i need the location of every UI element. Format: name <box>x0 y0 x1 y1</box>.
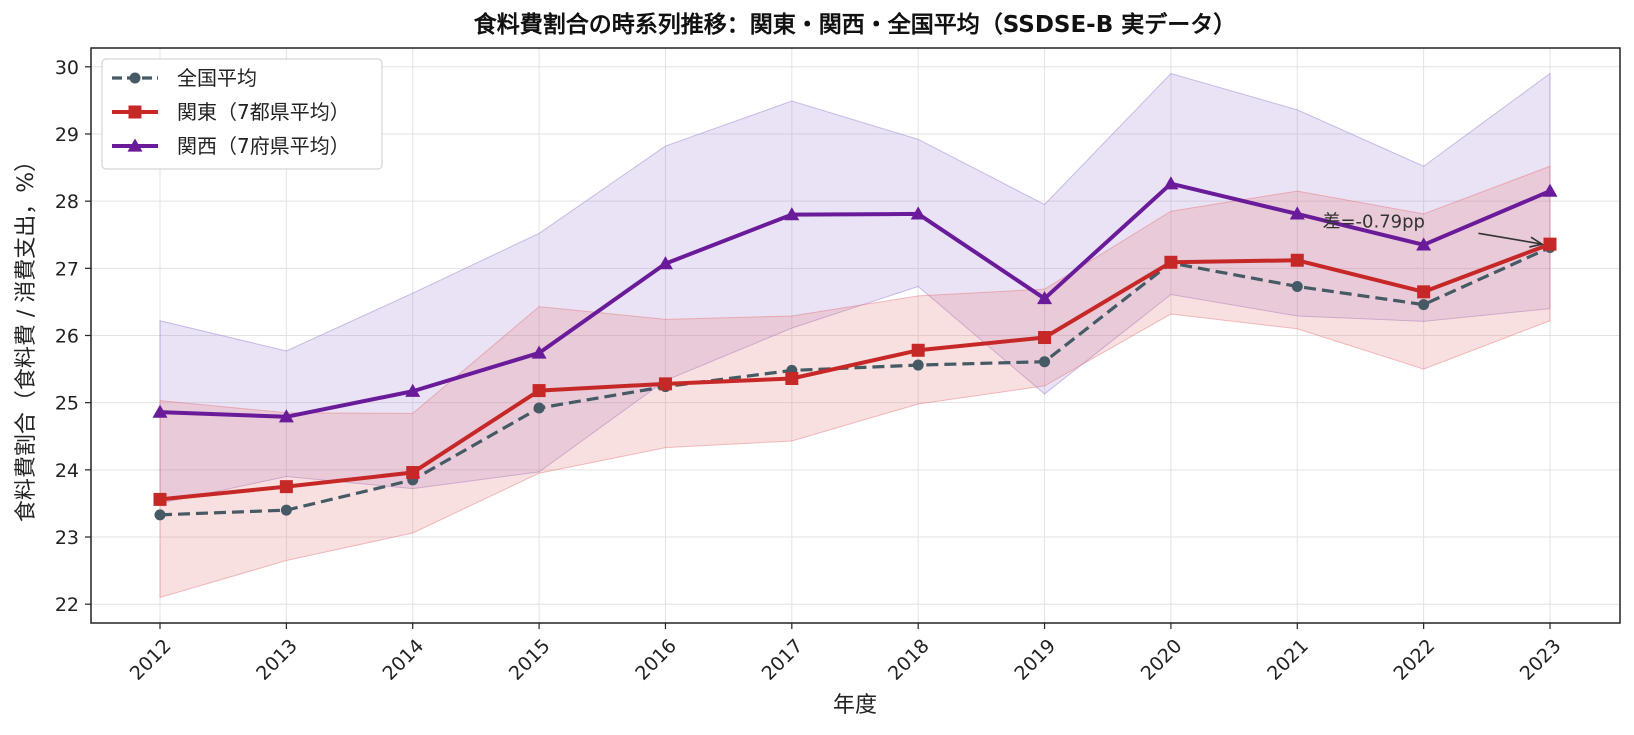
data-point-kanto <box>1038 331 1052 345</box>
series-line-national <box>159 246 1551 517</box>
data-point-kanto <box>658 377 672 391</box>
x-tick-label: 2013 <box>252 635 302 685</box>
y-tick-label: 25 <box>55 393 79 415</box>
legend-marker-kanto <box>128 105 142 119</box>
series-line-kanto <box>159 242 1551 502</box>
y-ticks: 22 23 24 25 26 27 28 29 30 <box>55 57 91 616</box>
x-tick-label: 2022 <box>1389 635 1439 685</box>
data-point-kanto <box>785 371 799 385</box>
y-tick-label: 28 <box>55 191 79 213</box>
y-axis-label: 食料費割合（食料費 / 消費支出，%） <box>14 150 39 522</box>
annotation-arrowhead <box>1529 236 1545 248</box>
data-point-kanto <box>1417 285 1431 299</box>
lines <box>159 181 1551 517</box>
data-point-kanto <box>279 480 293 494</box>
legend-label-kansai: 関西（7府県平均） <box>177 134 350 158</box>
x-tick-label: 2016 <box>631 635 681 685</box>
x-tick-label: 2023 <box>1516 635 1566 685</box>
y-tick-label: 27 <box>55 258 79 280</box>
data-point-kansai <box>405 383 421 397</box>
data-point-kansai <box>152 404 168 418</box>
band-kanto <box>159 165 1551 599</box>
data-point-kanto <box>911 343 925 357</box>
x-tick-label: 2012 <box>126 635 176 685</box>
x-tick-label: 2020 <box>1137 635 1187 685</box>
annotation-arrow <box>1478 232 1543 245</box>
y-tick-label: 24 <box>55 460 79 482</box>
data-point-kansai <box>784 207 800 221</box>
legend-label-kanto: 関東（7都県平均） <box>177 100 350 124</box>
x-tick-label: 2014 <box>379 635 429 685</box>
data-point-national <box>912 359 924 371</box>
x-axis-label: 年度 <box>833 693 877 718</box>
chart-title: 食料費割合の時系列推移：関東・関西・全国平均（SSDSE-B 実データ） <box>474 11 1237 38</box>
data-point-kansai <box>1289 206 1305 220</box>
data-point-kansai <box>910 206 926 220</box>
data-point-national <box>1418 299 1430 311</box>
x-tick-label: 2017 <box>758 635 808 685</box>
data-point-kansai <box>657 256 673 270</box>
legend-marker-national <box>129 72 141 84</box>
data-point-national <box>1291 280 1303 292</box>
y-tick-label: 26 <box>55 326 79 348</box>
x-tick-label: 2018 <box>884 635 934 685</box>
data-point-kansai <box>1037 291 1053 305</box>
annotation-text: 差=-0.79pp <box>1322 211 1425 232</box>
data-point-kanto <box>1290 253 1304 267</box>
data-point-kanto <box>1164 255 1178 269</box>
data-point-national <box>533 402 545 414</box>
legend-box <box>101 58 383 170</box>
x-ticks: 2012 2013 2014 2015 2016 2017 2018 2019 2020 2021… <box>126 623 1566 685</box>
x-tick-label: 2015 <box>505 635 555 685</box>
y-tick-label: 29 <box>55 124 79 146</box>
y-tick-label: 30 <box>55 57 79 79</box>
data-point-kanto <box>532 384 546 398</box>
data-point-kanto <box>1543 237 1557 251</box>
y-tick-label: 23 <box>55 527 79 549</box>
band-kansai <box>159 72 1551 505</box>
data-point-kansai <box>531 345 547 359</box>
data-point-national <box>154 509 166 521</box>
y-tick-label: 22 <box>55 594 79 616</box>
data-point-kanto <box>406 466 420 480</box>
legend-label-national: 全国平均 <box>177 66 257 90</box>
data-point-kanto <box>153 492 167 506</box>
series-line-kansai <box>159 181 1551 419</box>
x-tick-label: 2019 <box>1010 635 1060 685</box>
x-tick-label: 2021 <box>1263 635 1313 685</box>
data-point-national <box>1039 356 1051 368</box>
data-point-national <box>280 504 292 516</box>
legend-marker-kansai <box>127 138 143 152</box>
bands <box>159 72 1551 599</box>
markers <box>152 176 1558 521</box>
data-point-kansai <box>1542 183 1558 197</box>
data-point-kansai <box>278 409 294 423</box>
data-point-kansai <box>1416 237 1432 251</box>
data-point-kansai <box>1163 176 1179 190</box>
annotation: 差=-0.79pp <box>1322 211 1545 248</box>
